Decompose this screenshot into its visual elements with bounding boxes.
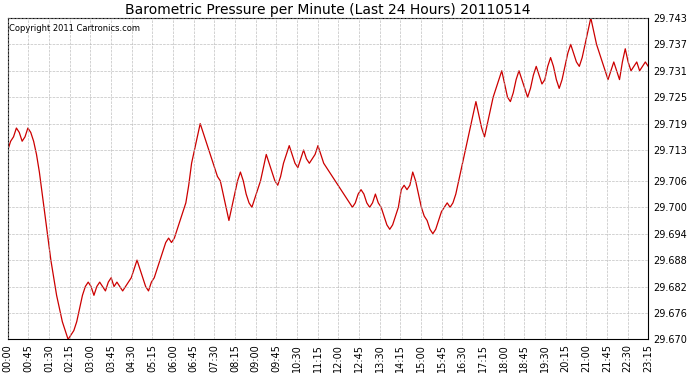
Text: Copyright 2011 Cartronics.com: Copyright 2011 Cartronics.com (9, 24, 140, 33)
Title: Barometric Pressure per Minute (Last 24 Hours) 20110514: Barometric Pressure per Minute (Last 24 … (126, 3, 531, 17)
